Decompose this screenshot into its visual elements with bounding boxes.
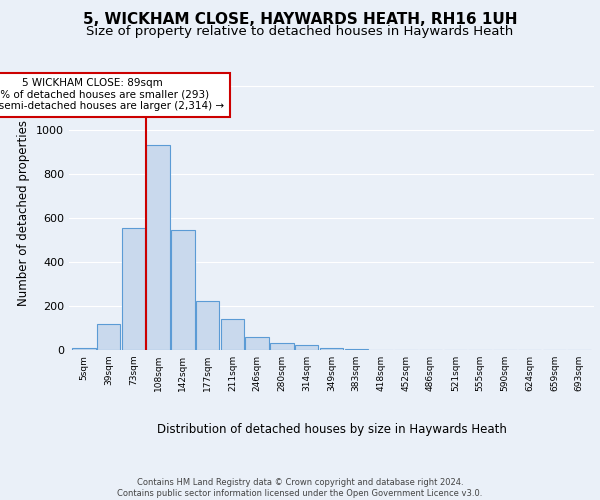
Bar — [196, 300, 220, 350]
Text: 5, WICKHAM CLOSE, HAYWARDS HEATH, RH16 1UH: 5, WICKHAM CLOSE, HAYWARDS HEATH, RH16 1… — [83, 12, 517, 28]
Text: Contains HM Land Registry data © Crown copyright and database right 2024.
Contai: Contains HM Land Registry data © Crown c… — [118, 478, 482, 498]
Bar — [270, 342, 294, 350]
Text: 5 WICKHAM CLOSE: 89sqm
← 11% of detached houses are smaller (293)
88% of semi-de: 5 WICKHAM CLOSE: 89sqm ← 11% of detached… — [0, 78, 224, 112]
Bar — [344, 349, 368, 350]
Bar — [146, 146, 170, 350]
Bar — [221, 319, 244, 350]
Bar — [122, 228, 145, 350]
Bar — [320, 348, 343, 350]
Text: Size of property relative to detached houses in Haywards Heath: Size of property relative to detached ho… — [86, 25, 514, 38]
Text: Distribution of detached houses by size in Haywards Heath: Distribution of detached houses by size … — [157, 422, 507, 436]
Bar — [245, 337, 269, 350]
Y-axis label: Number of detached properties: Number of detached properties — [17, 120, 31, 306]
Bar — [72, 348, 95, 350]
Bar — [171, 230, 194, 350]
Bar — [295, 344, 319, 350]
Bar — [97, 324, 121, 350]
